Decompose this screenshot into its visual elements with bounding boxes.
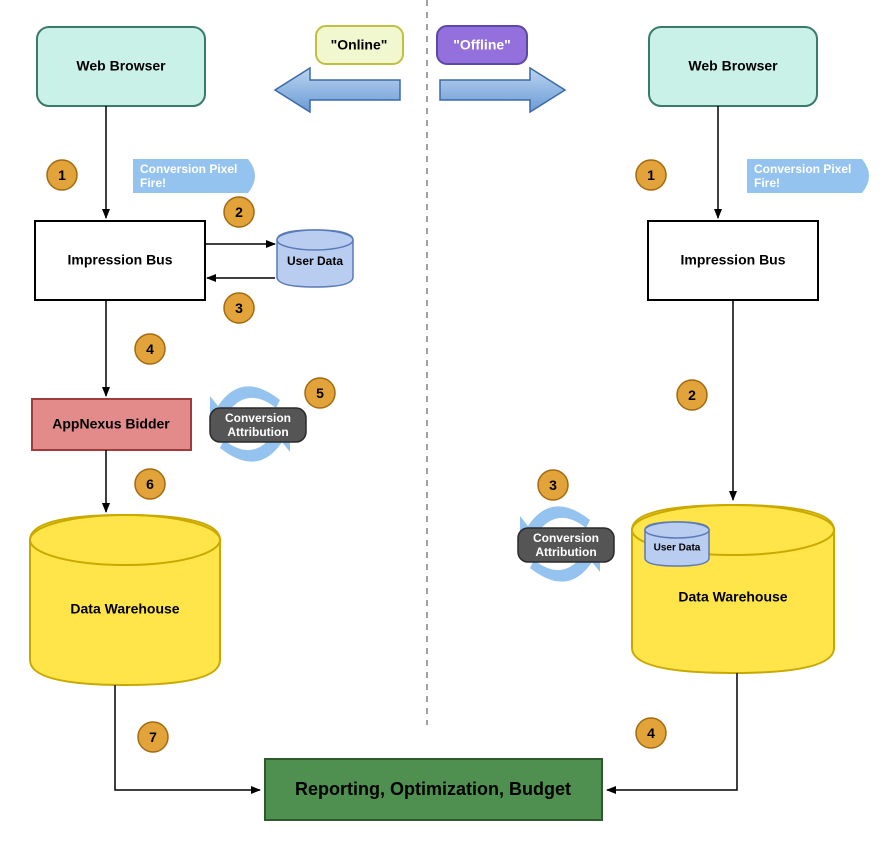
diagram-canvas: "Online" "Offline" Web Browser 1 Convers…: [0, 0, 891, 855]
right-impression-bus-label: Impression Bus: [680, 252, 785, 268]
online-label: "Online": [331, 37, 388, 53]
right-badge-3: 3: [538, 470, 568, 500]
right-web-browser: Web Browser: [649, 27, 817, 106]
left-web-browser: Web Browser: [37, 27, 205, 106]
left-badge-7: 7: [138, 722, 168, 752]
svg-text:Conversion Pixel: Conversion Pixel: [754, 162, 851, 176]
left-badge-1: 1: [47, 160, 77, 190]
left-badge-3: 3: [224, 293, 254, 323]
svg-text:3: 3: [549, 477, 557, 493]
right-impression-bus: Impression Bus: [648, 221, 818, 300]
svg-text:Fire!: Fire!: [140, 176, 166, 190]
online-header: "Online": [316, 26, 403, 64]
right-user-data-label: User Data: [654, 543, 701, 554]
right-badge-1: 1: [636, 160, 666, 190]
right-user-data: User Data: [645, 522, 709, 566]
svg-text:2: 2: [235, 204, 243, 220]
svg-text:2: 2: [688, 387, 696, 403]
left-badge-2: 2: [224, 197, 254, 227]
left-impression-bus: Impression Bus: [35, 221, 205, 300]
right-badge-2: 2: [677, 380, 707, 410]
offline-header: "Offline": [437, 26, 527, 64]
left-arrow-7: [115, 685, 260, 790]
svg-text:Attribution: Attribution: [227, 425, 288, 439]
big-arrow-left: [275, 68, 400, 112]
svg-text:1: 1: [58, 167, 66, 183]
left-badge-4: 4: [135, 334, 165, 364]
right-warehouse-label: Data Warehouse: [678, 589, 787, 605]
svg-text:Conversion: Conversion: [225, 411, 291, 425]
right-web-browser-label: Web Browser: [688, 58, 778, 74]
svg-text:Attribution: Attribution: [535, 545, 596, 559]
left-conversion-attr: Conversion Attribution: [210, 408, 306, 442]
left-warehouse-label: Data Warehouse: [70, 601, 179, 617]
svg-text:7: 7: [149, 729, 157, 745]
svg-text:Fire!: Fire!: [754, 176, 780, 190]
left-user-data-label: User Data: [287, 254, 343, 268]
svg-text:4: 4: [146, 341, 154, 357]
left-conversion-pixel-tag: Conversion Pixel Fire!: [133, 159, 255, 193]
left-web-browser-label: Web Browser: [76, 58, 166, 74]
left-badge-6: 6: [135, 469, 165, 499]
left-bidder: AppNexus Bidder: [32, 399, 191, 450]
svg-text:5: 5: [316, 385, 324, 401]
big-arrow-right: [440, 68, 565, 112]
right-arrow-4: [607, 673, 737, 790]
svg-text:Conversion: Conversion: [533, 531, 599, 545]
right-conversion-pixel-tag: Conversion Pixel Fire!: [747, 159, 869, 193]
reporting-box: Reporting, Optimization, Budget: [265, 759, 602, 820]
right-badge-4: 4: [636, 718, 666, 748]
svg-text:1: 1: [647, 167, 655, 183]
left-user-data: User Data: [277, 230, 353, 287]
left-bidder-label: AppNexus Bidder: [52, 416, 170, 432]
left-data-warehouse: Data Warehouse: [30, 515, 220, 685]
reporting-label: Reporting, Optimization, Budget: [295, 779, 571, 799]
left-badge-5: 5: [305, 378, 335, 408]
svg-text:4: 4: [647, 725, 655, 741]
svg-text:Conversion Pixel: Conversion Pixel: [140, 162, 237, 176]
offline-label: "Offline": [453, 37, 511, 53]
left-impression-bus-label: Impression Bus: [67, 252, 172, 268]
svg-text:6: 6: [146, 476, 154, 492]
right-conversion-attr: Conversion Attribution: [518, 528, 614, 562]
svg-text:3: 3: [235, 300, 243, 316]
